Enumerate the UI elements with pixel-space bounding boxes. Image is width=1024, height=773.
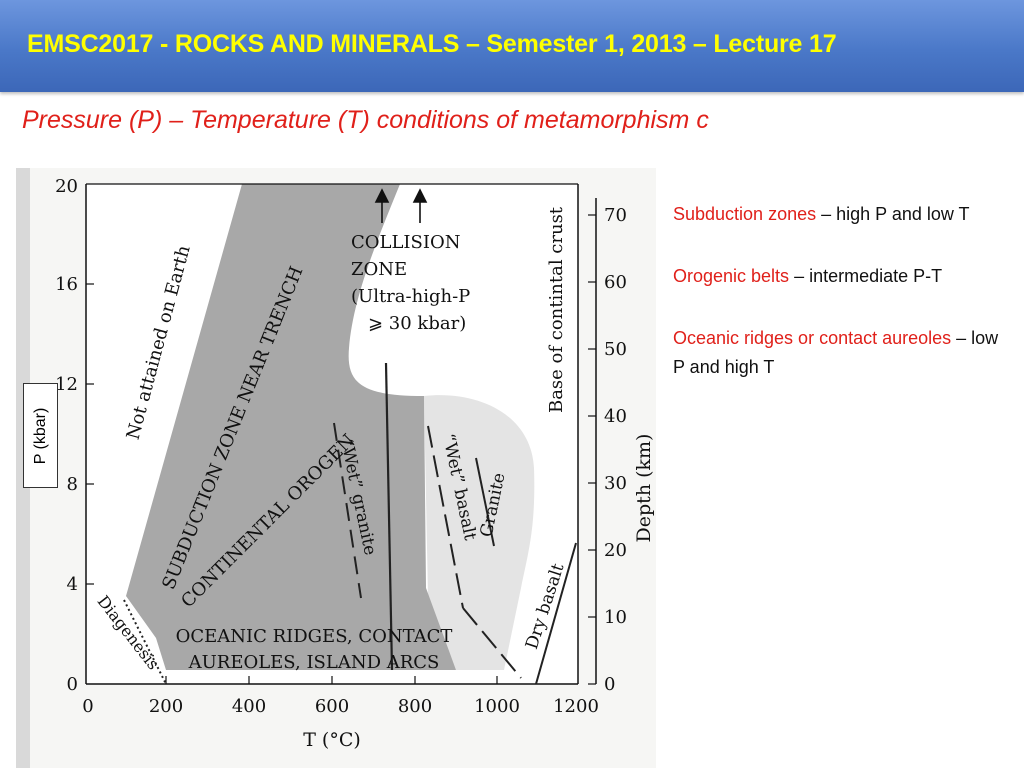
- bullet-oceanic-desc: – low P and high T: [673, 328, 999, 377]
- depth-tick-40: 40: [604, 406, 627, 427]
- depth-tick-70: 70: [604, 205, 627, 226]
- y-tick-8: 8: [67, 474, 78, 495]
- pt-diagram-svg: 0 200 400 600 800 1000 1200 0 4 8 12 16 …: [16, 168, 656, 768]
- bullet-orogenic-desc: – intermediate P-T: [789, 266, 943, 286]
- bullet-orogenic: Orogenic belts – intermediate P-T: [673, 262, 1003, 291]
- x-tick-600: 600: [315, 696, 349, 717]
- bullet-subduction-term: Subduction zones: [673, 204, 817, 224]
- wet-basalt-solidus: [427, 425, 464, 609]
- wet-granite-solidus: [333, 422, 362, 599]
- oceanic-ridges-label-1: OCEANIC RIDGES, CONTACT: [176, 626, 453, 647]
- collision-arrows: [374, 188, 428, 223]
- y-tick-20: 20: [55, 176, 78, 197]
- depth-tick-10: 10: [604, 607, 627, 628]
- bullet-list: Subduction zones – high P and low T Orog…: [673, 200, 1003, 415]
- x-tick-1200: 1200: [553, 696, 599, 717]
- y-tick-12: 12: [55, 374, 78, 395]
- y-tick-4: 4: [67, 574, 78, 595]
- diagenesis-boundary: [123, 599, 167, 685]
- x-tick-400: 400: [232, 696, 266, 717]
- collision-label-1: COLLISION: [351, 232, 461, 253]
- slide-header: EMSC2017 - ROCKS AND MINERALS – Semester…: [0, 0, 1024, 92]
- slide-title: EMSC2017 - ROCKS AND MINERALS – Semester…: [27, 30, 837, 58]
- x-axis-title: T (°C): [303, 729, 361, 751]
- collision-label-2: ZONE: [351, 259, 407, 280]
- x-tick-1000: 1000: [474, 696, 520, 717]
- pressure-axis-label: P (kbar): [31, 407, 49, 464]
- bullet-subduction: Subduction zones – high P and low T: [673, 200, 1003, 229]
- dry-basalt-solidus: [535, 542, 577, 685]
- depth-tick-0: 0: [604, 674, 615, 695]
- pt-diagram-figure: 0 200 400 600 800 1000 1200 0 4 8 12 16 …: [16, 168, 656, 768]
- wet-basalt-region: [424, 395, 535, 670]
- depth-tick-60: 60: [604, 272, 627, 293]
- granite-line: [475, 457, 495, 547]
- depth-tick-30: 30: [604, 473, 627, 494]
- depth-axis-title: Depth (km): [633, 434, 655, 543]
- bullet-oceanic-term: Oceanic ridges or contact aureoles: [673, 328, 952, 348]
- y-tick-16: 16: [55, 274, 78, 295]
- y-tick-0: 0: [67, 674, 78, 695]
- slide-subtitle: Pressure (P) – Temperature (T) condition…: [22, 106, 709, 134]
- oceanic-ridges-label-2: AUREOLES, ISLAND ARCS: [188, 652, 440, 673]
- wet-basalt-solidus-lower: [462, 607, 522, 679]
- depth-tick-20: 20: [604, 540, 627, 561]
- x-tick-0: 0: [82, 696, 93, 717]
- pressure-axis-label-box: P (kbar): [23, 383, 58, 488]
- metamorphism-field: [126, 184, 456, 670]
- x-tick-800: 800: [398, 696, 432, 717]
- bullet-oceanic: Oceanic ridges or contact aureoles – low…: [673, 324, 1003, 382]
- collision-label-4: ⩾ 30 kbar): [368, 313, 466, 334]
- depth-tick-50: 50: [604, 339, 627, 360]
- depth-axis-ticks: [588, 214, 596, 685]
- bullet-subduction-desc: – high P and low T: [816, 204, 970, 224]
- bullet-orogenic-term: Orogenic belts: [673, 266, 790, 286]
- axis-ticks: [86, 283, 498, 684]
- base-of-crust-line: [384, 362, 394, 671]
- collision-label-3: (Ultra-high-P: [351, 286, 470, 307]
- base-of-crust-label: Base of contintal crust: [546, 206, 567, 413]
- x-tick-200: 200: [149, 696, 183, 717]
